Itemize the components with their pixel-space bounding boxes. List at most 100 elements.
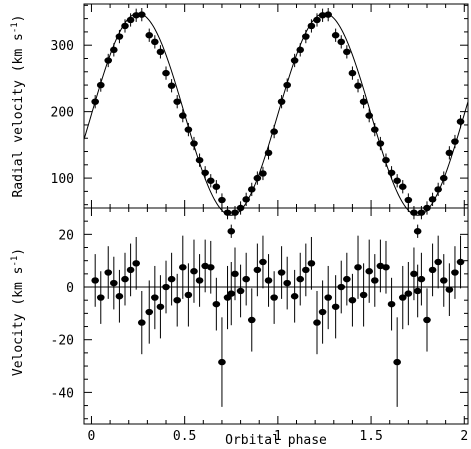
data-point <box>428 266 437 274</box>
data-point <box>331 32 340 39</box>
bottom-panel: -40 -20 0 20 0 0.5 1 1.5 2 <box>51 207 469 444</box>
data-point <box>253 266 262 274</box>
data-point <box>104 269 113 276</box>
data-point <box>417 275 426 283</box>
data-point <box>184 291 193 299</box>
data-point <box>451 138 459 145</box>
data-point <box>382 264 390 271</box>
data-point <box>348 69 357 77</box>
data-point <box>270 128 278 135</box>
data-point <box>190 268 198 275</box>
data-point <box>387 169 396 176</box>
data-point <box>137 11 146 18</box>
data-point <box>313 16 321 24</box>
data-point <box>178 112 187 119</box>
data-point <box>277 269 286 276</box>
y-tick-label: -40 <box>51 386 74 401</box>
x-tick-label: 2 <box>460 429 468 444</box>
data-point <box>428 196 437 203</box>
data-point <box>417 209 426 216</box>
x-tick-label: 0 <box>88 429 96 444</box>
data-point <box>212 300 221 308</box>
data-point <box>354 264 362 271</box>
data-point <box>410 209 418 216</box>
data-point <box>434 258 442 266</box>
data-point <box>145 308 154 316</box>
data-point <box>259 170 267 177</box>
data-point <box>318 308 327 316</box>
data-point <box>270 294 278 301</box>
data-point <box>218 358 226 366</box>
data-point <box>162 283 170 291</box>
data-point <box>313 319 321 326</box>
data-point <box>337 38 346 46</box>
data-point <box>110 279 118 287</box>
data-point <box>290 57 299 64</box>
bottom-y-axis-label: Velocity (km s-1) <box>10 248 26 376</box>
data-point <box>423 316 431 324</box>
data-point <box>456 258 465 266</box>
data-point <box>227 290 236 297</box>
data-point <box>296 275 305 283</box>
data-point <box>231 270 239 278</box>
data-point <box>404 290 413 297</box>
data-point <box>318 12 327 19</box>
x-axis-label: Orbital phase <box>225 433 327 448</box>
data-point <box>302 33 310 40</box>
data-point <box>324 11 332 18</box>
data-point <box>307 260 316 267</box>
data-point <box>206 264 215 271</box>
data-point <box>264 149 273 157</box>
data-point <box>359 98 368 105</box>
data-point <box>439 277 448 284</box>
data-point <box>337 283 346 291</box>
data-point <box>359 291 368 299</box>
data-point <box>201 169 209 176</box>
data-point <box>283 279 291 287</box>
data-point <box>91 98 99 105</box>
data-point <box>242 275 250 283</box>
data-point <box>277 98 286 105</box>
data-point <box>387 300 396 308</box>
data-point <box>91 277 99 284</box>
data-point <box>156 48 165 56</box>
data-point <box>162 69 170 77</box>
data-point <box>218 196 226 204</box>
data-point <box>343 48 351 56</box>
data-point <box>212 183 221 190</box>
data-point <box>227 228 236 235</box>
data-point <box>382 156 390 164</box>
data-point <box>126 16 135 24</box>
data-point <box>365 112 374 119</box>
data-point <box>456 118 465 125</box>
data-point <box>283 81 291 89</box>
data-point <box>259 258 267 266</box>
data-point <box>206 177 215 184</box>
data-point <box>145 32 154 39</box>
data-point <box>151 294 159 301</box>
data-point <box>156 303 165 310</box>
data-point <box>307 22 316 30</box>
data-point <box>264 277 273 284</box>
data-point <box>302 266 310 274</box>
data-point <box>445 149 454 157</box>
data-point <box>331 303 340 310</box>
data-point <box>115 33 124 40</box>
data-point <box>223 209 232 216</box>
data-point <box>413 287 422 295</box>
data-point <box>354 82 362 89</box>
top-panel-frame <box>83 3 469 209</box>
data-point <box>96 81 105 89</box>
data-point <box>434 186 442 193</box>
data-point <box>195 156 204 164</box>
data-point <box>132 12 140 19</box>
y-tick-label: -20 <box>51 334 74 349</box>
data-point <box>393 358 401 366</box>
data-point <box>247 316 256 324</box>
data-point <box>398 183 407 190</box>
data-point <box>126 266 135 274</box>
data-point <box>110 46 118 54</box>
data-point <box>404 196 413 204</box>
y-tick-label: 100 <box>51 172 74 187</box>
